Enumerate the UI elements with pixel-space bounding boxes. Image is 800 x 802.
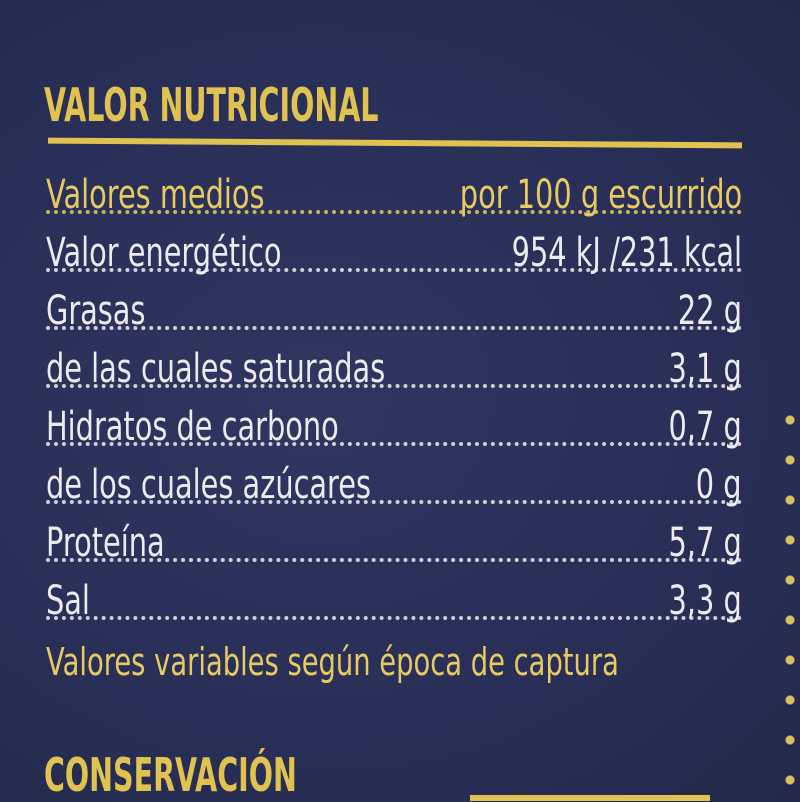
dot-leader — [46, 442, 742, 446]
dot-leader — [46, 384, 742, 388]
nutrient-label: Sal — [46, 578, 90, 624]
nutrition-row: de las cuales saturadas 3,1 g — [46, 346, 742, 396]
nutrient-label: Proteína — [46, 520, 165, 566]
nutrient-label: Valores medios — [46, 172, 265, 218]
nutrition-row: Hidratos de carbono 0,7 g — [46, 404, 742, 454]
nutrient-label: Hidratos de carbono — [46, 404, 339, 450]
dot-leader — [46, 210, 742, 214]
nutrient-label: Valor energético — [46, 230, 282, 276]
nutrition-row: Grasas 22 g — [46, 288, 742, 338]
nutrition-row: de los cuales azúcares 0 g — [46, 462, 742, 512]
nutrient-label: de las cuales saturadas — [46, 346, 386, 392]
nutrient-value: por 100 g escurrido — [459, 172, 742, 218]
nutrient-value: 3,1 g — [668, 346, 742, 392]
nutrition-row: Valores medios por 100 g escurrido — [46, 172, 742, 222]
nutrient-value: 0 g — [696, 462, 742, 508]
section-title-conservation: CONSERVACIÓN — [44, 748, 297, 802]
nutrition-row: Proteína 5,7 g — [46, 520, 742, 570]
nutrient-value: 954 kJ /231 kcal — [511, 230, 742, 276]
nutrition-row: Sal 3,3 g — [46, 578, 742, 628]
decorative-dots — [780, 400, 800, 800]
nutrient-label: Grasas — [46, 288, 146, 334]
dot-leader — [46, 500, 742, 504]
nutrient-label: de los cuales azúcares — [46, 462, 371, 508]
dot-leader — [46, 268, 742, 272]
nutrient-value: 5,7 g — [668, 520, 742, 566]
section-title-nutrition: VALOR NUTRICIONAL — [44, 78, 379, 132]
title-underline — [47, 137, 743, 149]
nutrient-value: 3,3 g — [668, 578, 742, 624]
nutrient-value: 0,7 g — [668, 404, 742, 450]
footnote: Valores variables según época de captura — [46, 640, 619, 684]
nutrient-value: 22 g — [677, 288, 742, 334]
conservation-underline — [470, 795, 710, 801]
nutrition-row: Valor energético 954 kJ /231 kcal — [46, 230, 742, 280]
dot-leader — [46, 326, 742, 330]
dot-leader — [46, 616, 742, 620]
dot-leader — [46, 558, 742, 562]
